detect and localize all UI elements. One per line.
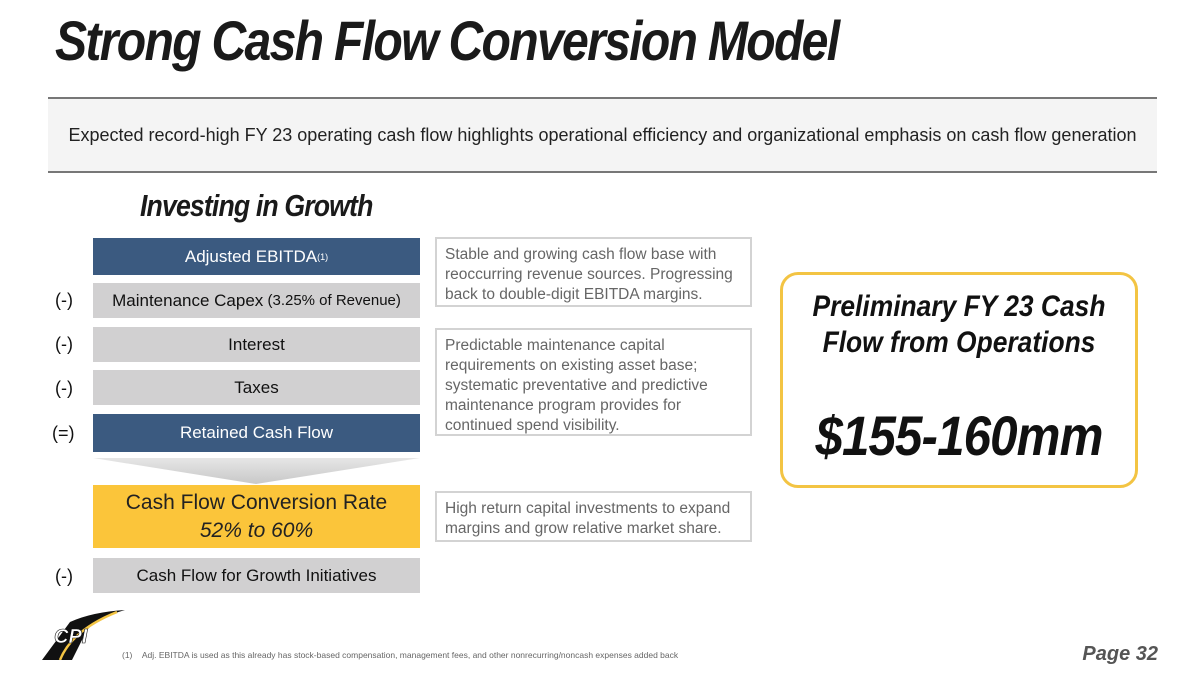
page-title: Strong Cash Flow Conversion Model [55,9,840,72]
retained-label: Retained Cash Flow [179,423,334,442]
footnote-ref: (1) [317,251,329,262]
footnote: (1) Adj. EBITDA is used as this already … [122,650,678,660]
adjusted-ebitda-box: Adjusted EBITDA (1) [93,238,420,275]
footnote-number: (1) [122,650,133,660]
capex-detail: (3.25% of Revenue) [263,292,401,309]
taxes-label: Taxes [234,377,279,397]
conversion-label: Cash Flow Conversion Rate [125,490,388,514]
minus-operator: (-) [55,334,73,354]
interest-label: Interest [228,334,285,354]
cpi-logo: CPI [42,610,125,660]
minus-operator: (-) [55,290,73,310]
page-number: Page 32 [1082,643,1158,665]
retained-cash-flow-box: Retained Cash Flow [93,414,420,452]
conversion-value: 52% to 60% [199,518,314,542]
ebitda-label: Adjusted EBITDA [184,246,318,266]
growth-initiatives-box: Cash Flow for Growth Initiatives [93,558,420,593]
note-ebitda: Stable and growing cash flow base with r… [435,237,752,307]
growth-label: Cash Flow for Growth Initiatives [136,565,377,585]
minus-operator: (-) [55,378,73,398]
footnote-text: Adj. EBITDA is used as this already has … [141,650,679,660]
equals-operator: (=) [52,423,75,443]
banner-text: Expected record-high FY 23 operating cas… [68,124,1137,145]
note-growth: High return capital investments to expan… [435,491,752,542]
minus-operator: (-) [55,566,73,586]
callout-heading: Preliminary FY 23 Cash Flow from Operati… [812,290,1106,359]
conversion-rate-box: Cash Flow Conversion Rate 52% to 60% [93,485,420,548]
preliminary-cash-flow-callout: Preliminary FY 23 Cash Flow from Operati… [780,272,1138,488]
note-maintenance: Predictable maintenance capital requirem… [435,328,752,436]
maintenance-capex-box: Maintenance Capex (3.25% of Revenue) [93,283,420,318]
summary-banner: Expected record-high FY 23 operating cas… [48,97,1157,173]
interest-box: Interest [93,327,420,362]
callout-value: $155-160mm [815,404,1103,467]
section-title: Investing in Growth [140,188,373,223]
svg-text:CPI: CPI [54,626,88,648]
taxes-box: Taxes [93,370,420,405]
capex-label: Maintenance Capex [112,290,264,310]
down-arrow-icon [93,458,420,484]
